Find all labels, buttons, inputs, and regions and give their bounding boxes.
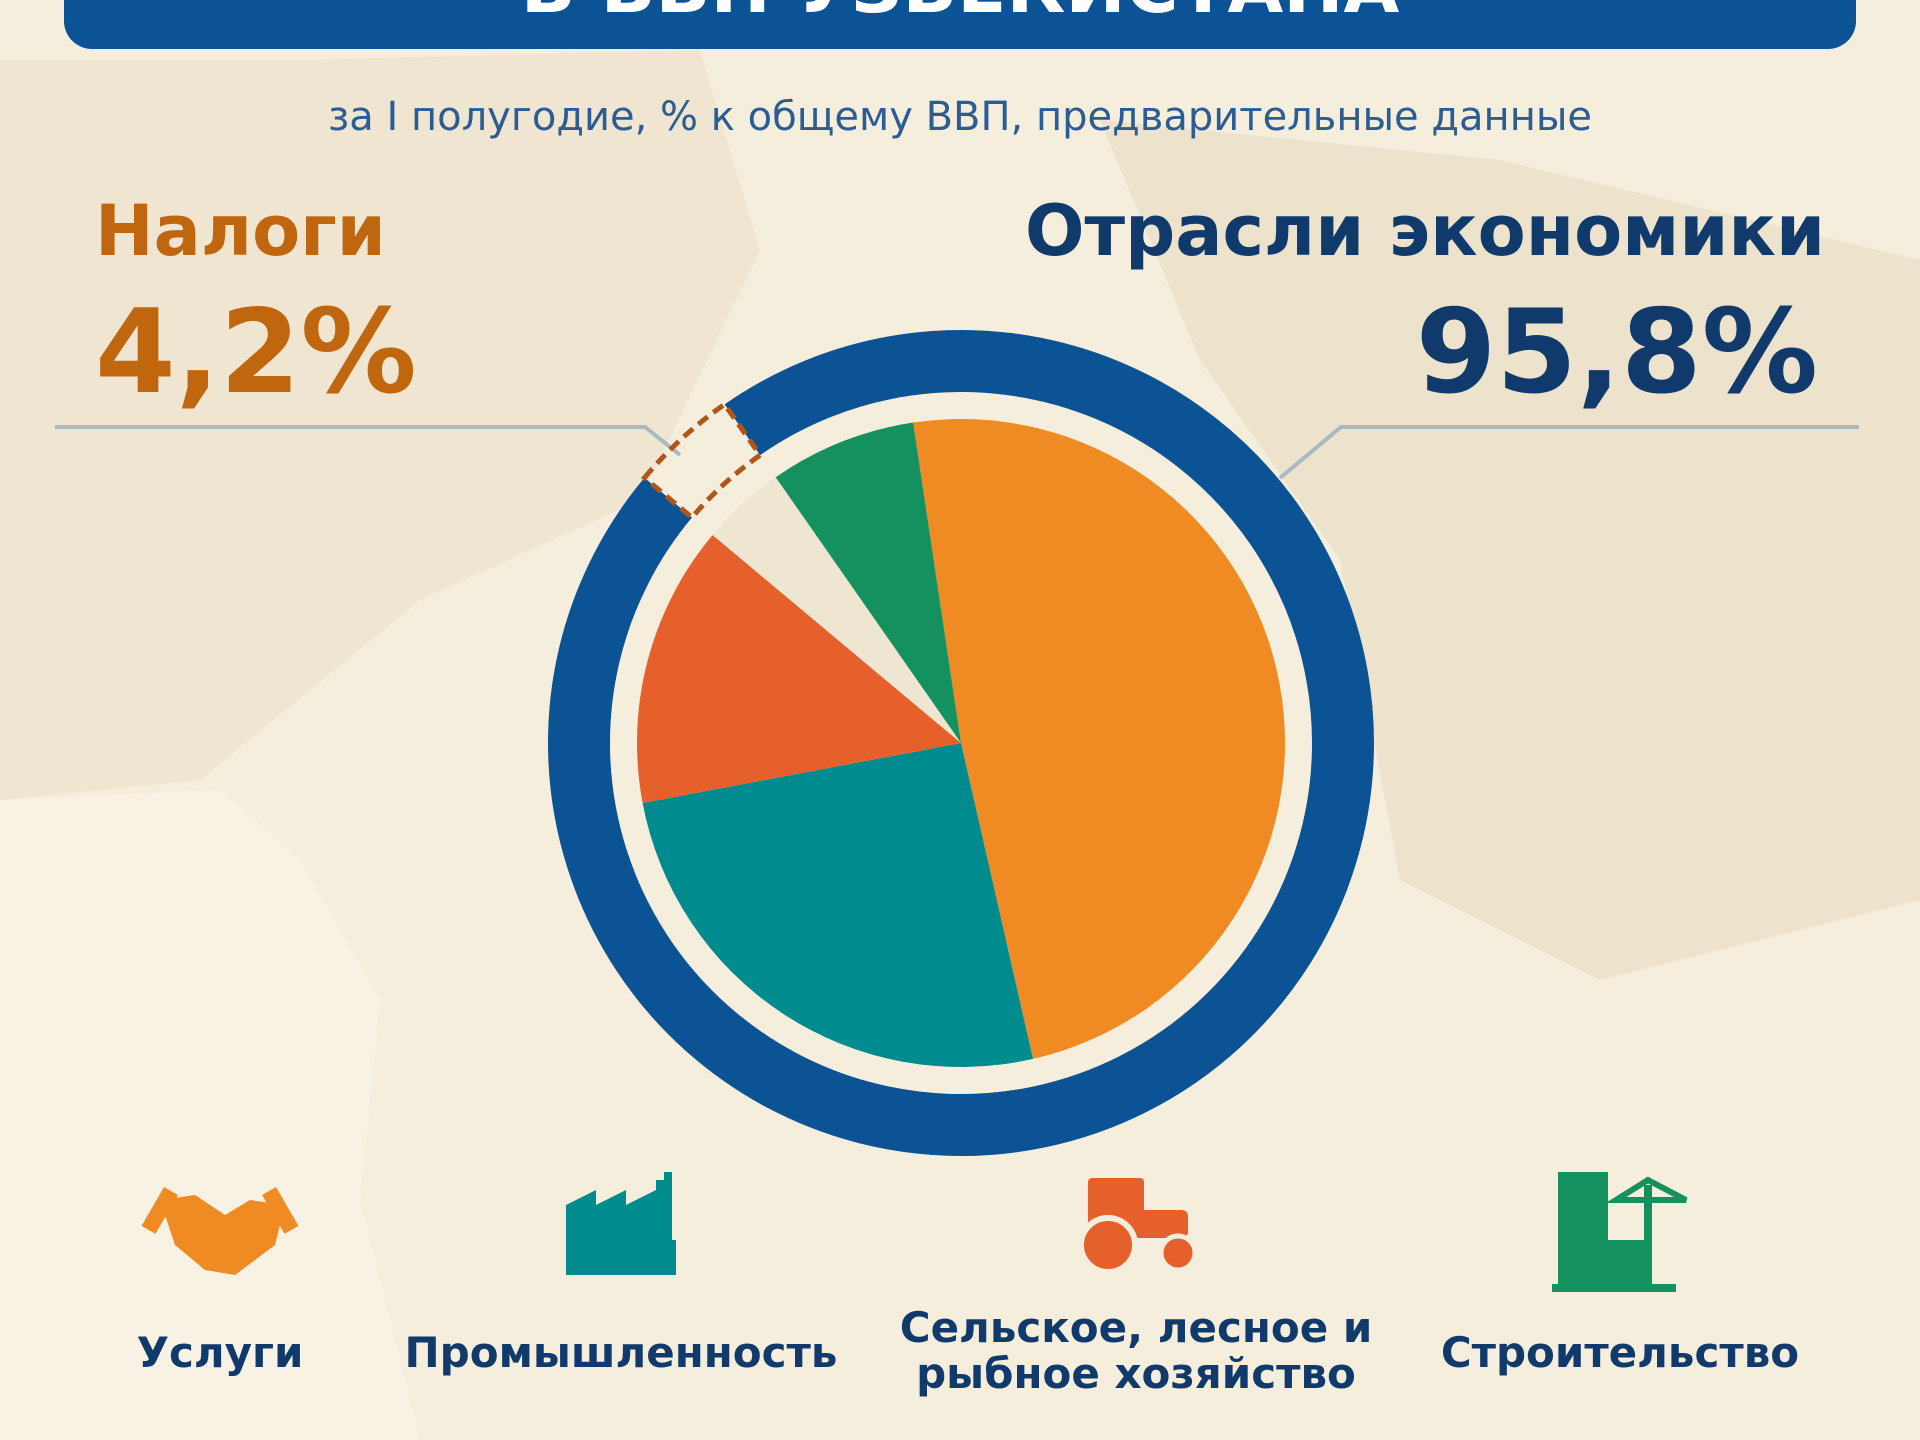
pie-slice: [636, 535, 961, 803]
icon-tractor: [1078, 1178, 1198, 1275]
icon-handshake: [141, 1186, 299, 1275]
sectors-ring: [548, 330, 1374, 1156]
sectors-label: Отрасли экономики: [1025, 190, 1825, 272]
sector-label: Услуги: [136, 1328, 304, 1377]
map-shape: [1100, 120, 1920, 980]
subtitle: за I полугодие, % к общему ВВП, предвари…: [328, 94, 1592, 140]
leader-line: [55, 425, 682, 457]
header-bar: [64, 0, 1856, 49]
pie-slice: [712, 477, 961, 743]
taxes-ring-box: [640, 400, 764, 522]
pie-slice: [642, 743, 1033, 1067]
icon-construction: [1552, 1172, 1688, 1292]
sector-label: Промышленность: [404, 1328, 838, 1377]
icon-factory: [566, 1172, 676, 1275]
pie-slice: [913, 419, 1285, 1059]
sector-label: Сельское, лесное и рыбное хозяйство: [899, 1303, 1373, 1398]
map-shape: [0, 790, 420, 1440]
sector-label: Строительство: [1440, 1328, 1800, 1377]
taxes-label: Налоги: [95, 190, 386, 272]
leader-line: [1278, 425, 1859, 480]
sectors-value: 95,8%: [1416, 285, 1818, 420]
taxes-value: 4,2%: [95, 285, 417, 420]
title: В ВВП УЗБЕКИСТАНА: [521, 0, 1400, 29]
pie-slice: [775, 422, 961, 743]
